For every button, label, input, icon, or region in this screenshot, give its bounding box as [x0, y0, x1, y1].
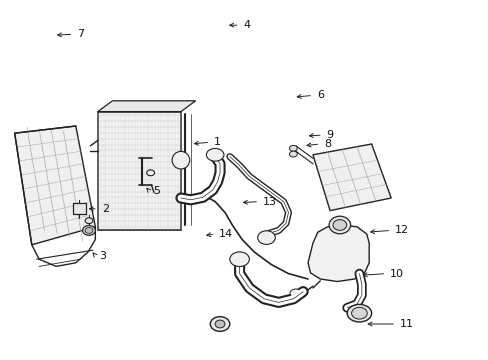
Text: 10: 10 — [389, 269, 404, 279]
Text: 12: 12 — [394, 225, 408, 235]
Ellipse shape — [351, 307, 366, 319]
Ellipse shape — [215, 320, 224, 328]
Ellipse shape — [328, 216, 350, 234]
Text: 1: 1 — [214, 137, 221, 147]
Ellipse shape — [332, 220, 346, 230]
Text: 11: 11 — [399, 319, 413, 329]
Ellipse shape — [346, 305, 371, 322]
Ellipse shape — [206, 148, 224, 161]
Text: 5: 5 — [153, 186, 160, 196]
Ellipse shape — [85, 228, 93, 233]
Polygon shape — [98, 101, 195, 112]
Polygon shape — [307, 225, 368, 282]
Polygon shape — [15, 126, 95, 245]
Ellipse shape — [289, 151, 297, 157]
Ellipse shape — [85, 218, 93, 224]
Text: 2: 2 — [102, 204, 109, 214]
Text: 7: 7 — [77, 29, 84, 39]
Text: 14: 14 — [219, 229, 233, 239]
Polygon shape — [312, 144, 390, 211]
Text: 3: 3 — [99, 251, 106, 261]
Polygon shape — [98, 112, 181, 230]
Text: 13: 13 — [263, 197, 277, 207]
Text: 6: 6 — [316, 90, 323, 100]
Text: 9: 9 — [326, 130, 333, 140]
Ellipse shape — [257, 231, 275, 244]
Ellipse shape — [289, 289, 301, 298]
Ellipse shape — [146, 170, 154, 176]
Text: 4: 4 — [243, 20, 250, 30]
Polygon shape — [73, 203, 85, 214]
Ellipse shape — [229, 252, 249, 266]
Text: 8: 8 — [324, 139, 331, 149]
Ellipse shape — [172, 152, 189, 169]
Ellipse shape — [210, 317, 229, 331]
Ellipse shape — [82, 225, 95, 235]
Ellipse shape — [289, 145, 297, 151]
